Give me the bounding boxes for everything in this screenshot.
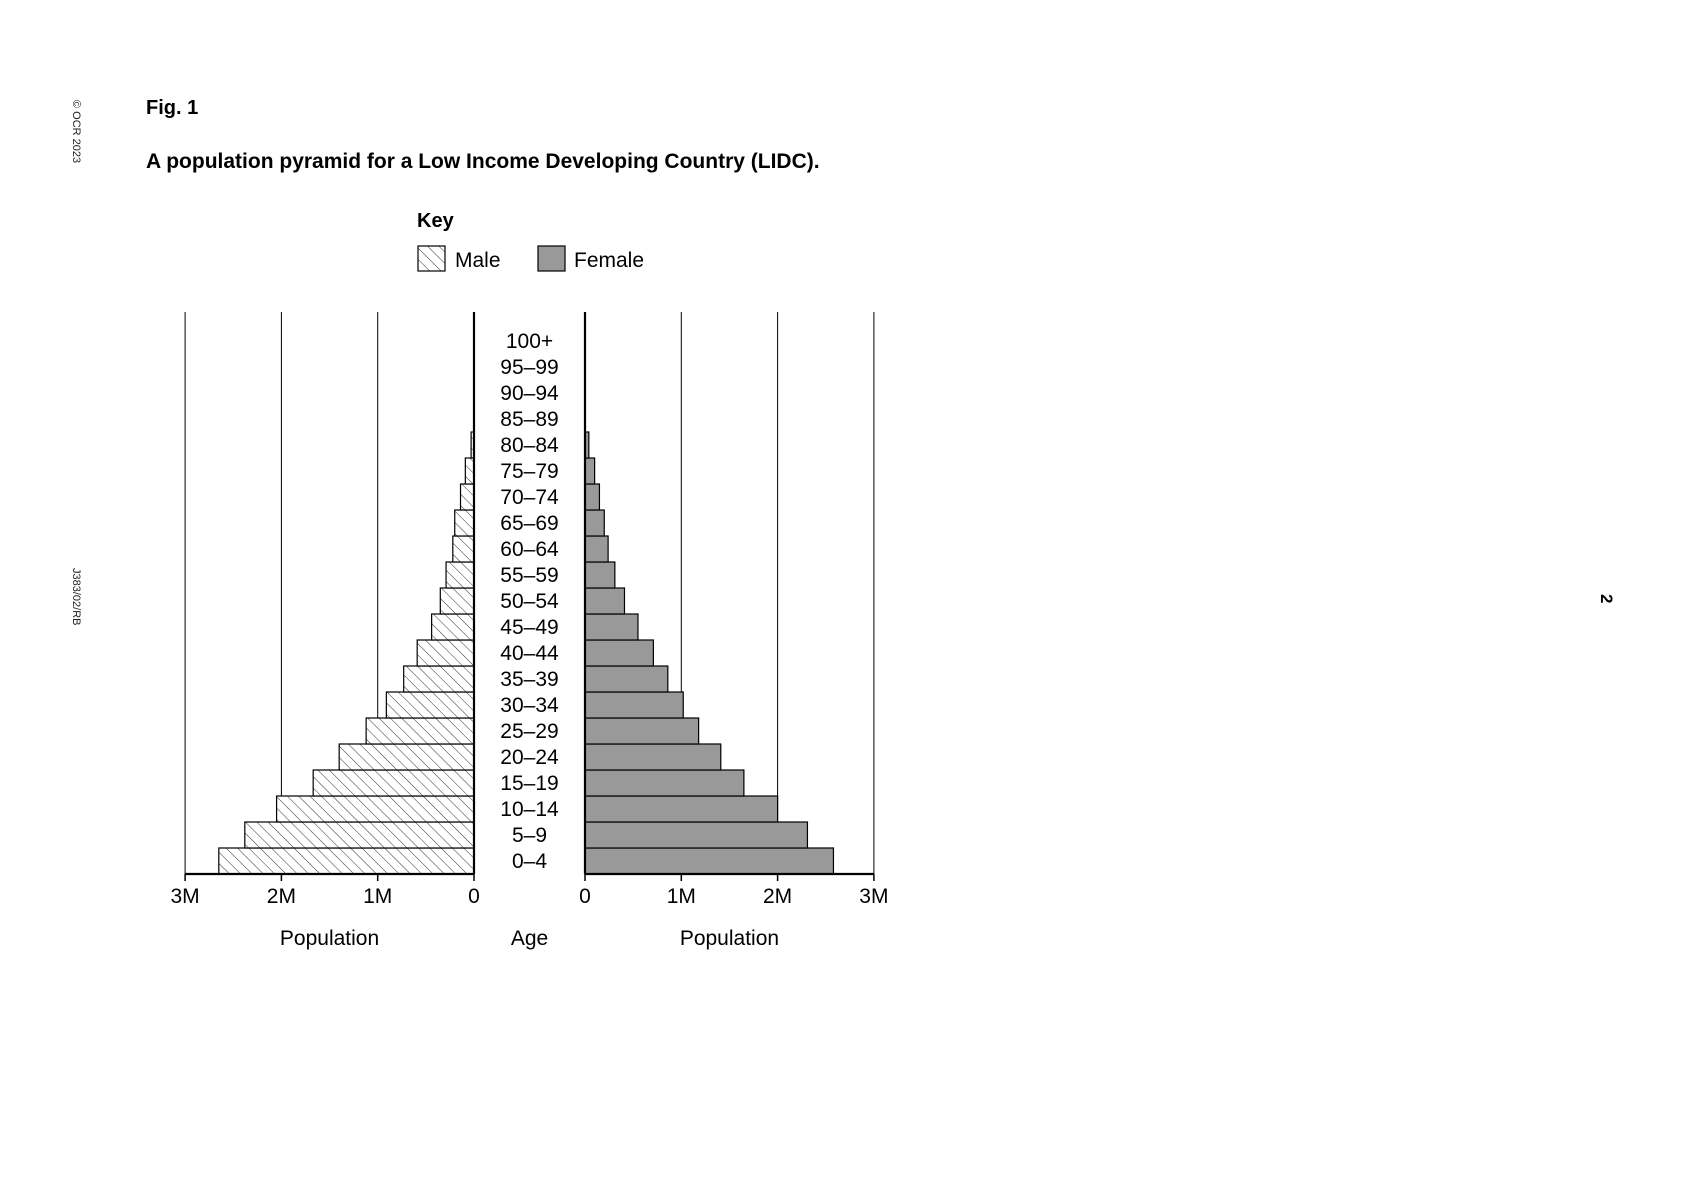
- bar-male: [459, 483, 475, 511]
- age-label: 60–64: [500, 538, 559, 561]
- bar-male: [218, 847, 475, 875]
- figure-title: A population pyramid for a Low Income De…: [146, 150, 820, 173]
- bar-male: [445, 561, 475, 589]
- legend-label-female: Female: [574, 249, 644, 272]
- tick-label-right: 2M: [763, 885, 792, 908]
- age-label: 10–14: [500, 798, 559, 821]
- bar-female: [584, 665, 669, 693]
- x-axis-title-center: Age: [511, 927, 548, 950]
- bar-male: [454, 509, 475, 537]
- bar-female: [584, 821, 809, 849]
- age-label: 30–34: [500, 694, 559, 717]
- bar-male: [338, 743, 475, 771]
- bar-female: [584, 639, 654, 667]
- bar-female: [584, 535, 609, 563]
- chart-legend: Key Male Female: [417, 210, 644, 272]
- legend-label-male: Male: [455, 249, 501, 272]
- bar-male: [403, 665, 475, 693]
- bar-female: [584, 717, 700, 745]
- age-label: 20–24: [500, 746, 559, 769]
- bar-female: [584, 509, 605, 537]
- tick-label-left: 3M: [171, 885, 200, 908]
- age-label: 50–54: [500, 590, 559, 613]
- figure-label: Fig. 1: [146, 97, 199, 119]
- bar-female: [584, 795, 779, 823]
- age-label: 80–84: [500, 434, 559, 457]
- age-label: 25–29: [500, 720, 558, 743]
- bar-female: [584, 691, 684, 719]
- tick-label-right: 1M: [667, 885, 696, 908]
- age-label: 75–79: [500, 460, 558, 483]
- tick-label-left: 0: [468, 885, 480, 908]
- age-label: 5–9: [512, 824, 547, 847]
- age-label: 95–99: [500, 356, 558, 379]
- bar-female: [584, 769, 745, 797]
- bar-female: [584, 483, 601, 511]
- bar-male: [464, 457, 475, 485]
- age-label: 70–74: [500, 486, 559, 509]
- age-label: 40–44: [500, 642, 559, 665]
- bar-female: [584, 743, 722, 771]
- bar-male: [275, 795, 475, 823]
- age-label: 100+: [506, 330, 553, 353]
- bar-female: [584, 613, 639, 641]
- legend-title: Key: [417, 210, 455, 232]
- bar-female: [584, 587, 626, 615]
- bar-male: [431, 613, 475, 641]
- legend-swatch-male: [417, 245, 446, 272]
- age-label: 15–19: [500, 772, 558, 795]
- bar-female: [584, 847, 835, 875]
- tick-label-right: 0: [579, 885, 591, 908]
- age-label: 55–59: [500, 564, 558, 587]
- tick-label-left: 1M: [363, 885, 392, 908]
- legend-swatch-female: [537, 245, 566, 272]
- bar-male: [452, 535, 475, 563]
- bar-female: [584, 457, 596, 485]
- age-label: 45–49: [500, 616, 558, 639]
- bar-male: [312, 769, 475, 797]
- tick-label-left: 2M: [267, 885, 296, 908]
- bar-male: [385, 691, 475, 719]
- bar-male: [439, 587, 475, 615]
- bar-male: [416, 639, 475, 667]
- x-axis-title-left: Population: [280, 927, 379, 950]
- age-label: 0–4: [512, 850, 547, 873]
- age-label: 85–89: [500, 408, 558, 431]
- age-label: 35–39: [500, 668, 558, 691]
- age-label: 90–94: [500, 382, 559, 405]
- bar-male: [244, 821, 475, 849]
- x-axis-title-right: Population: [680, 927, 779, 950]
- tick-label-right: 3M: [859, 885, 888, 908]
- age-label: 65–69: [500, 512, 558, 535]
- bar-female: [584, 561, 616, 589]
- bar-male: [365, 717, 475, 745]
